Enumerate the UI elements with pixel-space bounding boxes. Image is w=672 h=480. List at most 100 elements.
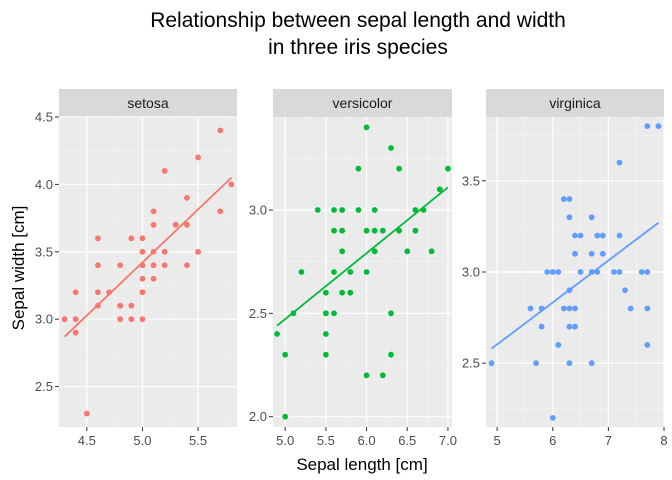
data-point [572,323,578,330]
x-tick-label: 7 [605,433,612,448]
data-point [538,305,545,312]
data-point [572,250,578,257]
data-point [161,168,168,174]
data-point [322,310,329,317]
x-tick-label: 4.5 [78,433,96,448]
data-point [363,124,370,131]
data-point [139,275,146,282]
data-point [363,269,370,275]
data-point [217,208,224,215]
data-point [128,235,135,242]
data-point [161,262,168,269]
regression-line [276,186,449,327]
data-point [363,227,370,234]
x-tick-label: 6.0 [358,433,376,448]
data-point [644,123,651,130]
data-point [117,302,124,309]
data-point [150,262,157,269]
data-point [611,269,617,275]
data-point [355,207,362,213]
data-point [436,186,443,193]
data-point [588,360,595,367]
facet-strip [273,89,452,117]
data-point [445,165,451,172]
data-point [420,207,427,213]
x-tick-label: 7.0 [439,433,457,448]
data-point [396,165,403,172]
data-point [322,289,329,296]
data-point [572,305,578,312]
facet-strip-label: virginica [549,95,601,111]
data-point [566,360,573,367]
data-point [627,305,634,312]
facet-strip-label: setosa [127,95,168,111]
data-point [566,287,573,294]
data-point [588,214,595,221]
x-tick-label: 5 [494,433,501,448]
data-point [388,351,394,358]
data-point [139,248,146,255]
data-point [95,262,101,269]
facet-versicolor: versicolor 5.0 5.5 6.0 6.5 7.0 2.0 2.5 3.0 [249,89,457,448]
data-point [638,269,645,275]
data-point [184,221,190,228]
data-point [355,165,362,172]
data-point [588,250,595,257]
data-point [555,269,562,275]
data-point [599,232,606,239]
y-tick-label: 3.5 [462,173,480,188]
data-point [388,310,394,317]
data-point [150,275,157,282]
data-point [371,207,378,213]
data-point [184,262,190,269]
data-point [150,248,157,255]
data-point [616,269,623,275]
data-point [566,305,573,312]
x-tick-label: 5.5 [317,433,335,448]
data-point [644,342,651,348]
data-point [616,159,623,166]
data-point [72,289,79,296]
data-point [549,414,556,421]
x-tick-label: 6.5 [398,433,416,448]
data-point [549,269,556,275]
data-point [544,269,551,275]
data-point [228,181,235,188]
data-point [577,269,584,275]
data-point [363,372,370,379]
y-tick-label: 3.0 [35,312,53,327]
facet-panels: setosa 4.5 5.0 5.5 2.5 3.0 3.5 4.0 4.5 versicolor… [35,89,668,448]
data-point [560,196,567,202]
data-point [322,331,329,337]
data-point [371,248,378,255]
x-tick-label: 5.0 [133,433,151,448]
data-point [298,269,305,275]
data-point [616,232,623,239]
data-point [588,269,595,275]
y-tick-label: 2.5 [249,306,267,321]
data-point [128,316,135,323]
data-point [331,310,337,317]
chart-title-line-2: in three iris species [268,36,448,59]
data-point [594,232,601,239]
data-point [314,207,321,213]
data-point [566,214,573,221]
data-point [172,221,179,228]
y-tick-label: 4.5 [35,110,53,125]
data-point [379,372,386,379]
y-tick-label: 2.5 [35,379,53,394]
data-point [322,351,329,358]
data-point [106,289,112,296]
data-point [290,310,297,317]
data-point [117,316,124,323]
y-tick-label: 2.0 [249,409,267,424]
regression-line [63,177,233,338]
facet-strip [486,89,664,117]
data-point [331,269,337,275]
facet-strip [59,89,237,117]
x-tick-label: 5.0 [276,433,294,448]
data-point [599,250,606,257]
data-point [282,351,289,358]
data-point [339,248,346,255]
